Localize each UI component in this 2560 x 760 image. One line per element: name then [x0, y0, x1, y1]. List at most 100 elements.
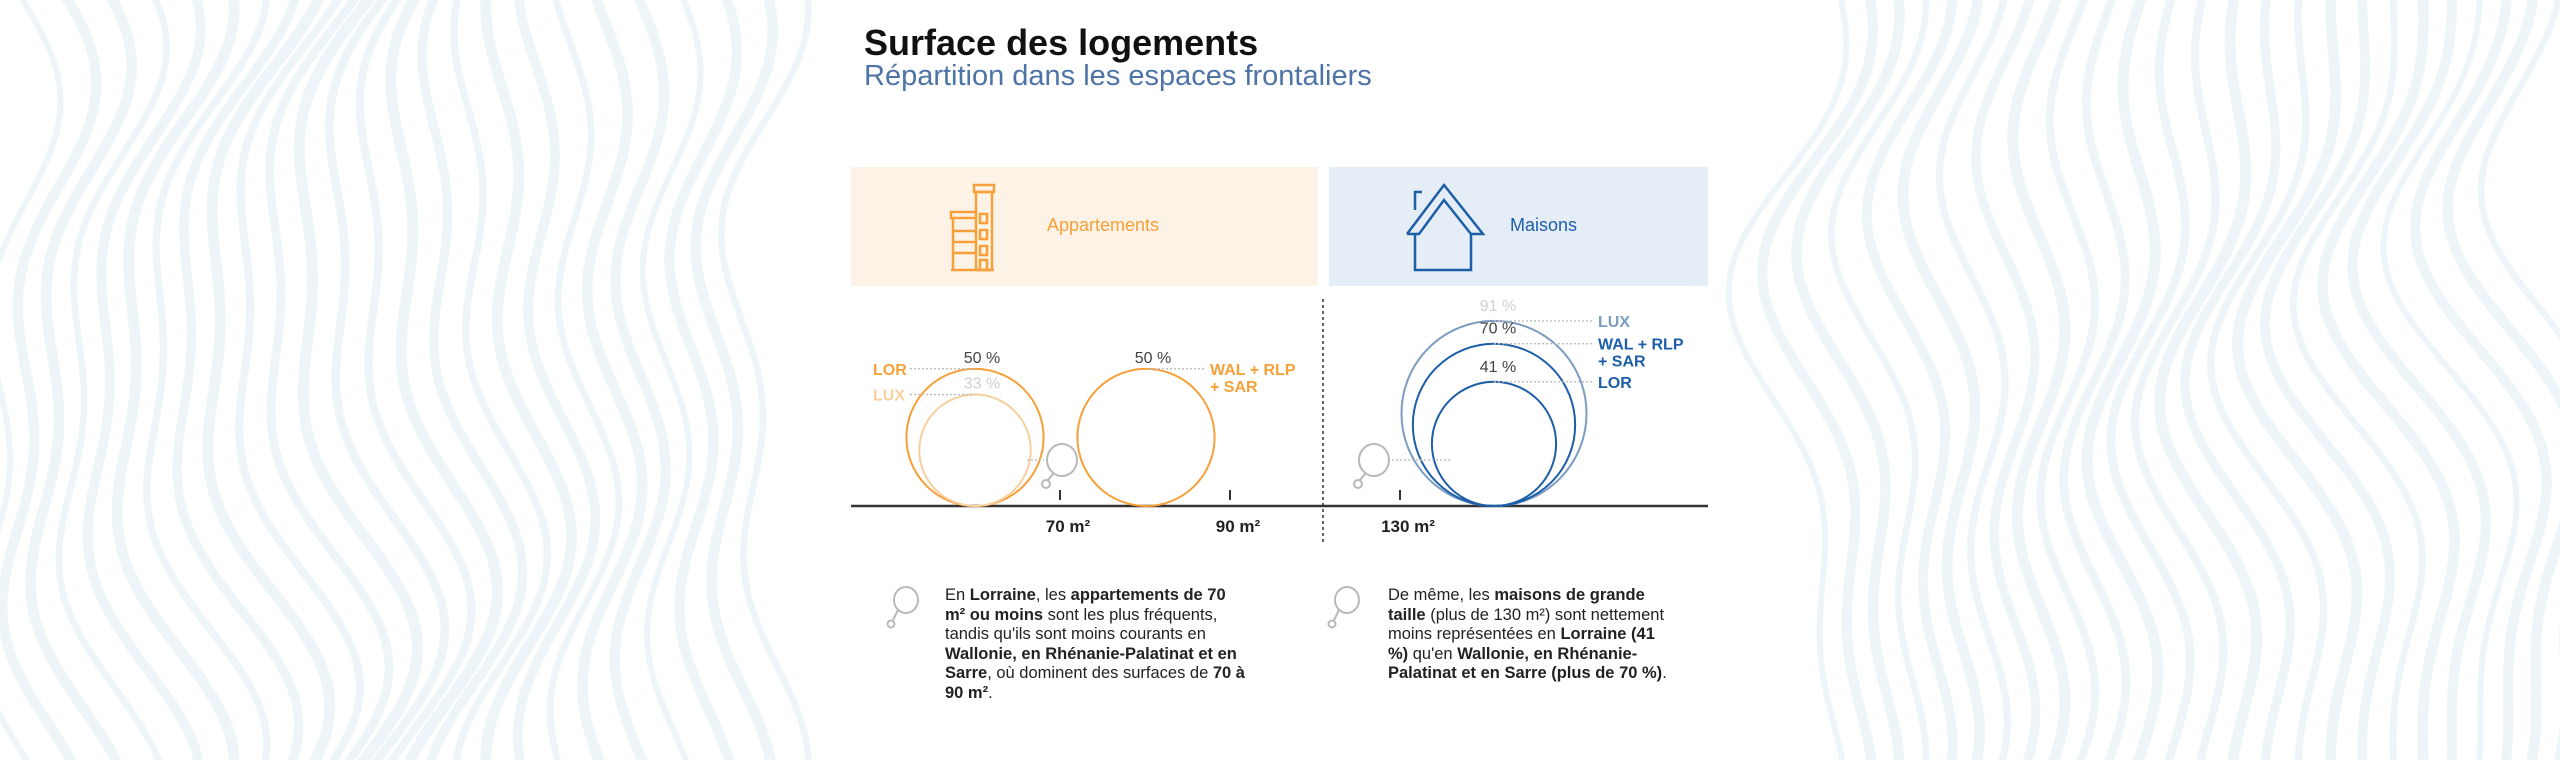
- background-wave: [385, 0, 503, 760]
- note-emphasis: maisons de grande taille: [1388, 586, 1645, 624]
- background-wave: [717, 0, 812, 760]
- bubble-lor: [1430, 380, 1558, 508]
- houses-label: Maisons: [1510, 215, 1578, 235]
- magnifier-icon: [886, 586, 919, 629]
- house-icon: [1406, 182, 1486, 272]
- background-wave: [1757, 0, 1879, 760]
- note-emphasis: Lorraine: [969, 586, 1036, 604]
- background-wave: [55, 0, 170, 760]
- houses-panel: Maisons: [1329, 167, 1708, 286]
- note-text: , où dominent des surfaces de: [987, 664, 1213, 683]
- background-wave: [172, 0, 304, 760]
- region-label: LUX: [873, 388, 905, 405]
- magnifier-icon: [1327, 586, 1360, 629]
- region-label: + SAR: [1210, 379, 1258, 396]
- note-text: De même, les: [1388, 586, 1495, 604]
- background-wave: [609, 0, 671, 760]
- background-wave: [143, 0, 271, 760]
- background-wave: [639, 0, 704, 760]
- region-label: LUX: [1598, 314, 1630, 331]
- background-wave: [449, 0, 552, 760]
- note-text: sont les plus fréquents, tandis qu'ils s…: [945, 605, 1218, 644]
- magnifier-icon: [1027, 443, 1078, 489]
- note-emphasis: appartements de 70 m² ou moins: [945, 586, 1226, 624]
- magnifier-icon: [1353, 443, 1450, 489]
- region-label: LOR: [873, 362, 907, 379]
- background-wave: [546, 0, 623, 760]
- background-wave: [82, 0, 206, 760]
- note-emphasis: 70 à 90 m²: [945, 664, 1245, 702]
- background-wave: [480, 0, 578, 760]
- background-wave: [2317, 0, 2460, 760]
- background-wave: [2410, 0, 2552, 760]
- value-label: 50 %: [964, 350, 1000, 367]
- axis-tick-label: 90 m²: [1216, 517, 1261, 536]
- background-wave: [2347, 0, 2491, 760]
- background-wave: [355, 0, 476, 760]
- page-subtitle: Répartition dans les espaces frontaliers: [864, 60, 1372, 92]
- bubble-wal-rlp-sar: [1076, 367, 1216, 507]
- apartment-building-icon: [949, 183, 996, 272]
- background-wave: [512, 0, 601, 760]
- background-wave: [2154, 0, 2263, 760]
- background-wave: [2380, 0, 2520, 760]
- houses-note: De même, les maisons de grande taille (p…: [1388, 586, 1678, 684]
- background-wave: [2477, 0, 2560, 760]
- background-wave: [1971, 0, 2041, 760]
- background-wave: [2081, 0, 2164, 760]
- background-wave: [2007, 0, 2071, 760]
- note-emphasis: Wallonie, en Rhénanie-Palatinat et en Sa…: [945, 644, 1237, 683]
- background-wave: [0, 0, 64, 760]
- background-wave: [111, 0, 240, 760]
- background-wave: [1897, 0, 1986, 760]
- region-label: + SAR: [1598, 354, 1646, 371]
- apartments-panel: Appartements: [851, 167, 1318, 286]
- background-wave: [324, 0, 450, 760]
- background-wave: [2036, 0, 2100, 760]
- background-wave: [2290, 0, 2426, 760]
- note-emphasis: Lorraine (41 %): [1388, 625, 1655, 663]
- background-wave: [2059, 0, 2131, 760]
- background-wave: [1935, 0, 2012, 760]
- note-emphasis: Wallonie, en Rhénanie-Palatinat et en Sa…: [1388, 644, 1663, 683]
- note-text: En: [945, 586, 970, 604]
- background-wave: [235, 0, 364, 760]
- background-wave: [2232, 0, 2363, 760]
- page-title: Surface des logements: [864, 22, 1259, 63]
- background-wave: [2130, 0, 2228, 760]
- note-text: , les: [1035, 586, 1071, 604]
- apartments-label: Appartements: [1047, 215, 1160, 235]
- region-label: LOR: [1598, 375, 1632, 392]
- background-wave: [2207, 0, 2328, 760]
- region-label: WAL + RLP: [1598, 337, 1684, 354]
- note-text: (plus de 130 m²) sont nettement moins re…: [1388, 605, 1665, 644]
- background-wave: [664, 0, 742, 760]
- background-wave: [1725, 0, 1850, 760]
- bubble-lux: [918, 393, 1032, 507]
- background-wave: [2106, 0, 2195, 760]
- background-wave: [202, 0, 336, 760]
- background-wave: [690, 0, 779, 760]
- background-wave: [265, 0, 394, 760]
- background-wave: [1862, 0, 1958, 760]
- background-wave: [2180, 0, 2295, 760]
- note-text: .: [988, 683, 993, 702]
- axis-tick-label: 130 m²: [1381, 517, 1435, 536]
- bubble-lux: [1400, 319, 1588, 507]
- background-wave: [2442, 0, 2560, 760]
- background-wave: [293, 0, 423, 760]
- region-label: WAL + RLP: [1210, 362, 1296, 379]
- value-label: 50 %: [1135, 350, 1171, 367]
- background-wave: [1791, 0, 1905, 760]
- value-label: 33 %: [964, 376, 1000, 393]
- background-wave: [25, 0, 137, 760]
- axis-tick-label: 70 m²: [1046, 517, 1091, 536]
- note-text: .: [1662, 664, 1667, 683]
- value-label: 70 %: [1480, 321, 1516, 338]
- background-wave: [417, 0, 528, 760]
- value-label: 41 %: [1480, 359, 1516, 376]
- background-wave: [577, 0, 648, 760]
- background-wave: [0, 0, 102, 760]
